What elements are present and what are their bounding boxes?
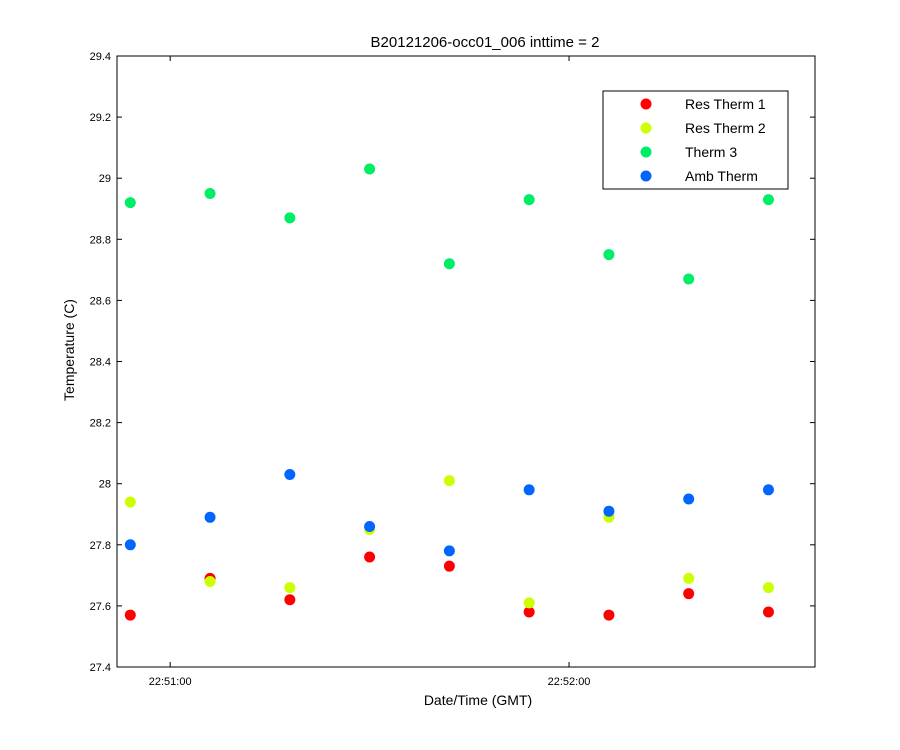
point-amb-therm	[762, 484, 774, 496]
point-res-therm-2	[523, 597, 535, 609]
x-tick-label: 22:52:00	[548, 676, 591, 688]
legend-label-res-therm-1: Res Therm 1	[685, 96, 766, 112]
point-res-therm-2	[443, 475, 455, 487]
point-amb-therm	[284, 469, 296, 481]
point-res-therm-1	[364, 551, 376, 563]
point-therm-3	[603, 249, 615, 261]
legend-marker-therm-3	[640, 146, 652, 158]
y-tick-label: 27.4	[90, 662, 111, 674]
y-tick-label: 29.2	[90, 112, 111, 124]
point-res-therm-1	[124, 609, 136, 621]
point-therm-3	[523, 194, 535, 206]
point-therm-3	[284, 212, 296, 224]
point-therm-3	[364, 163, 376, 175]
point-amb-therm	[683, 493, 695, 505]
point-res-therm-2	[683, 572, 695, 584]
point-res-therm-1	[523, 606, 535, 618]
y-tick-label: 29	[99, 173, 111, 185]
point-res-therm-2	[204, 575, 216, 587]
point-res-therm-1	[284, 594, 296, 606]
y-tick-label: 27.6	[90, 601, 111, 613]
data-points	[124, 163, 774, 621]
point-therm-3	[762, 194, 774, 206]
legend-label-therm-3: Therm 3	[685, 144, 737, 160]
y-tick-label: 28.8	[90, 234, 111, 246]
y-axis-label: Temperature (C)	[61, 299, 77, 401]
legend-marker-res-therm-2	[640, 122, 652, 134]
axis-ticks: 27.4 27.6 27.8 28 28.2 28.4 28.6 28.8 29 29.2 29.4…	[90, 51, 815, 688]
legend-marker-res-therm-1	[640, 98, 652, 110]
legend-label-amb-therm: Amb Therm	[685, 168, 758, 184]
y-tick-label: 29.4	[90, 51, 111, 63]
point-res-therm-1	[443, 560, 455, 572]
point-amb-therm	[204, 511, 216, 523]
point-therm-3	[683, 273, 695, 285]
point-res-therm-2	[762, 582, 774, 594]
y-tick-label: 28.4	[90, 357, 111, 369]
point-res-therm-1	[762, 606, 774, 618]
point-res-therm-2	[284, 582, 296, 594]
point-amb-therm	[364, 520, 376, 532]
point-res-therm-1	[603, 609, 615, 621]
y-tick-label: 27.8	[90, 540, 111, 552]
legend-box	[602, 90, 789, 190]
point-res-therm-2	[124, 496, 136, 508]
y-tick-label: 28.2	[90, 418, 111, 430]
chart-title: B20121206-occ01_006 inttime = 2	[371, 34, 600, 51]
point-therm-3	[443, 258, 455, 270]
point-amb-therm	[523, 484, 535, 496]
x-tick-label: 22:51:00	[149, 676, 192, 688]
point-therm-3	[124, 197, 136, 209]
y-tick-label: 28.6	[90, 295, 111, 307]
y-tick-label: 28	[99, 479, 111, 491]
point-amb-therm	[443, 545, 455, 557]
legend-label-res-therm-2: Res Therm 2	[685, 120, 766, 136]
point-amb-therm	[124, 539, 136, 551]
x-axis-label: Date/Time (GMT)	[424, 692, 532, 708]
point-therm-3	[204, 187, 216, 199]
legend: Res Therm 1 Res Therm 2 Therm 3 Amb Therm	[602, 90, 789, 190]
point-amb-therm	[603, 505, 615, 517]
legend-marker-amb-therm	[640, 170, 652, 182]
point-res-therm-1	[683, 588, 695, 600]
